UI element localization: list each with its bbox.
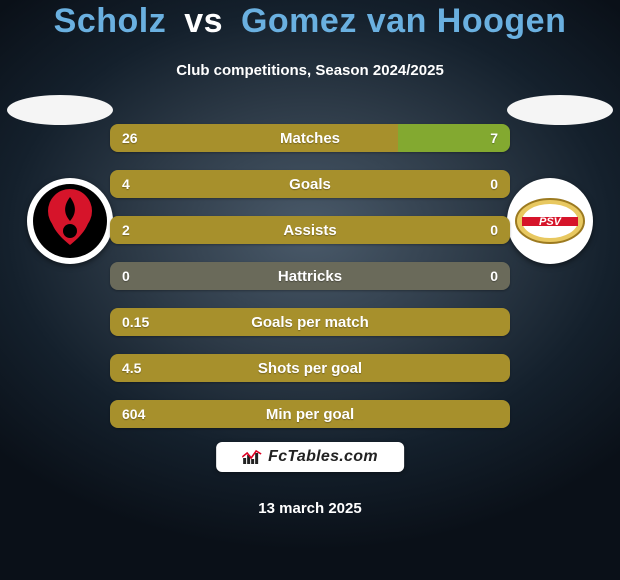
stat-bar-left (110, 216, 510, 244)
club-badge-right: PSV (507, 178, 593, 264)
stat-row: Assists20 (110, 216, 510, 244)
stat-bar-left (110, 170, 510, 198)
chart-icon (242, 449, 262, 465)
stat-bar-left (110, 400, 510, 428)
stat-row: Min per goal604 (110, 400, 510, 428)
stat-bar-left (110, 262, 310, 290)
svg-text:PSV: PSV (539, 216, 563, 228)
club-badge-left (27, 178, 113, 264)
stat-bar-left (110, 124, 398, 152)
club-crest-left-icon (40, 187, 100, 255)
stat-bar-left (110, 354, 510, 382)
stat-bar-right (398, 124, 510, 152)
avatar-left-placeholder (7, 95, 113, 125)
stat-row: Goals per match0.15 (110, 308, 510, 336)
stat-row: Shots per goal4.5 (110, 354, 510, 382)
page-title: Scholz vs Gomez van Hoogen (0, 2, 620, 41)
club-badge-left-inner (33, 184, 107, 258)
stat-bar-left (110, 308, 510, 336)
stat-row: Matches267 (110, 124, 510, 152)
subtitle: Club competitions, Season 2024/2025 (0, 62, 620, 79)
watermark[interactable]: FcTables.com (216, 442, 404, 472)
comparison-widget: Scholz vs Gomez van Hoogen Club competit… (0, 0, 620, 580)
stat-bar-right (310, 262, 510, 290)
date: 13 march 2025 (0, 500, 620, 517)
player-left-name: Scholz (54, 2, 167, 40)
stats-bars: Matches267 Goals40 Assists20 Hattricks00 Goa… (110, 124, 510, 446)
stat-row: Hattricks00 (110, 262, 510, 290)
avatar-right-placeholder (507, 95, 613, 125)
watermark-text: FcTables.com (268, 448, 378, 466)
club-crest-right-icon: PSV (514, 193, 586, 249)
player-right-name: Gomez van Hoogen (241, 2, 566, 40)
stat-row: Goals40 (110, 170, 510, 198)
vs-text: vs (184, 2, 223, 40)
